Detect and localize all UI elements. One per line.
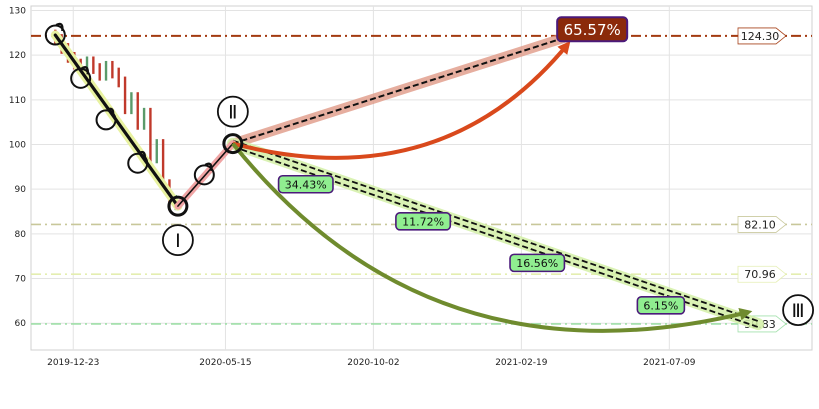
percentage-label: 11.72% (402, 215, 444, 228)
percentage-label: 34.43% (285, 178, 327, 191)
y-tick-label: 110 (9, 96, 26, 106)
percentage-box (636, 296, 686, 315)
wave-label: Ⅲ (792, 300, 805, 322)
y-tick-label: 80 (15, 230, 27, 240)
y-tick-label: 130 (9, 6, 26, 16)
wave-label: Ⅱ (228, 102, 237, 124)
percentage-label: 6.15% (643, 299, 678, 312)
down-projection-dash (232, 139, 759, 322)
percentage-box (277, 174, 334, 194)
wave-marker-swirl (106, 107, 115, 117)
wave-marker (167, 195, 189, 217)
wave-label-circle (216, 95, 249, 128)
wave-markers: Ⅰ Ⅱ Ⅲ (44, 22, 815, 326)
x-tick-label: 2019-12-23 (47, 358, 99, 368)
wave-marker-swirl (138, 150, 147, 160)
wave-1-line (53, 33, 180, 208)
wave-marker-swirl (204, 162, 213, 171)
y-tick-label: 100 (9, 140, 26, 150)
axes: 60 70 80 90 100 110 120 130 2019-12-23 2020-05-15… (9, 6, 696, 368)
projection-arrows (231, 40, 753, 333)
wave-lines (50, 30, 237, 211)
wave-label: Ⅰ (175, 230, 181, 252)
level-tag (737, 216, 787, 233)
y-tick-label: 120 (9, 51, 26, 61)
wave-marker (70, 67, 92, 89)
wave-marker (44, 24, 66, 46)
percentage-label: 65.57% (564, 21, 621, 39)
level-tag (737, 27, 787, 45)
level-tag (737, 265, 787, 283)
up-projection-arrow (232, 40, 571, 160)
percentage-label: 16.56% (516, 257, 558, 270)
level-label: 70.96 (744, 268, 776, 281)
x-tick-label: 2021-02-19 (495, 358, 548, 368)
y-tick-label: 90 (15, 185, 27, 195)
percentage-box (509, 253, 566, 273)
wave-marker (95, 109, 117, 131)
wave-marker (127, 152, 149, 174)
level-label: 82.10 (744, 218, 776, 231)
wave-2-line (177, 142, 234, 207)
x-tick-label: 2020-05-15 (199, 358, 251, 368)
wave-marker (222, 133, 244, 155)
wave-marker (193, 164, 215, 186)
percentage-labels: 65.57% 34.43% 11.72% 16.56% 6.15% (277, 16, 686, 315)
percentage-box (556, 16, 629, 43)
down-projection-arrow (231, 142, 753, 333)
down-projection-band (226, 137, 765, 331)
wave-marker-swirl (81, 66, 89, 75)
y-tick-label: 60 (15, 319, 27, 329)
percentage-box (395, 212, 452, 231)
x-tick-label: 2020-10-02 (347, 358, 399, 368)
wave-marker-swirl (55, 22, 64, 32)
y-tick-label: 70 (15, 275, 27, 285)
wave-label-circle (782, 294, 815, 326)
wave-label-circle (161, 224, 194, 257)
x-tick-label: 2021-07-09 (643, 358, 696, 368)
up-projection-dash (232, 34, 571, 145)
level-label: 124.30 (741, 30, 780, 43)
